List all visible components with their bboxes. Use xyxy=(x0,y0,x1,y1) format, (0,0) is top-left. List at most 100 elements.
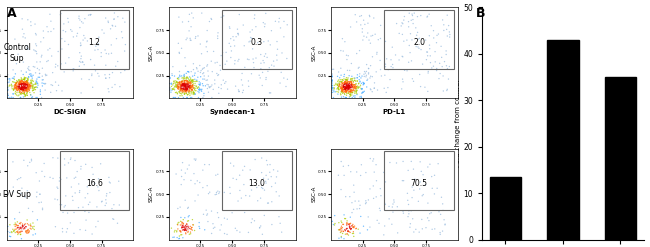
Point xyxy=(175,94,185,98)
Point xyxy=(343,85,353,89)
Point xyxy=(402,191,413,195)
Point xyxy=(178,96,188,100)
Point xyxy=(361,62,372,66)
Point xyxy=(339,90,350,94)
Point xyxy=(413,199,424,203)
Text: 1.2: 1.2 xyxy=(88,38,101,47)
Point xyxy=(239,183,249,186)
Point xyxy=(20,76,31,80)
Point xyxy=(336,86,346,90)
Point xyxy=(344,230,354,234)
Point xyxy=(265,43,276,47)
Point xyxy=(25,20,36,24)
Point xyxy=(194,63,205,67)
Point xyxy=(3,230,13,234)
Point xyxy=(442,87,452,91)
Point xyxy=(32,83,43,87)
Point xyxy=(177,88,188,92)
Point xyxy=(405,32,415,36)
Point xyxy=(18,80,29,84)
Point xyxy=(50,65,60,69)
Point xyxy=(190,182,200,186)
Point xyxy=(5,235,16,239)
Point xyxy=(8,87,19,91)
Point xyxy=(258,21,268,25)
Point xyxy=(28,233,38,237)
Point xyxy=(185,81,195,85)
Point xyxy=(335,92,346,96)
Point xyxy=(187,78,197,82)
Text: 0.3: 0.3 xyxy=(251,38,263,47)
Point xyxy=(198,66,208,70)
Point xyxy=(180,83,190,87)
Point xyxy=(42,25,52,29)
Point xyxy=(347,90,358,94)
Point xyxy=(344,91,354,95)
Point xyxy=(357,74,367,78)
Point xyxy=(261,181,271,185)
Point xyxy=(363,21,373,25)
Point xyxy=(17,86,27,90)
Point xyxy=(233,32,243,36)
Point xyxy=(417,194,428,198)
Point xyxy=(352,87,362,91)
Point xyxy=(19,88,29,92)
Point xyxy=(422,201,433,205)
Point xyxy=(350,79,361,83)
Point xyxy=(354,206,365,210)
Point xyxy=(16,82,26,86)
Point xyxy=(406,59,417,63)
Point xyxy=(237,91,248,95)
Point xyxy=(179,228,190,232)
Point xyxy=(179,90,189,94)
Point xyxy=(26,23,36,27)
Point xyxy=(339,92,350,96)
Point xyxy=(181,87,191,91)
Point xyxy=(398,80,408,84)
Point xyxy=(25,93,36,97)
Point xyxy=(179,80,190,84)
Point xyxy=(168,235,178,239)
Point xyxy=(262,55,272,59)
Point xyxy=(23,89,33,93)
Point xyxy=(12,79,22,83)
Point xyxy=(181,91,191,95)
Point xyxy=(9,223,20,227)
Point xyxy=(12,81,22,84)
Point xyxy=(109,17,119,21)
Point xyxy=(184,89,194,93)
Point xyxy=(188,92,198,96)
Point xyxy=(220,81,230,85)
Point xyxy=(25,84,35,88)
Point xyxy=(42,60,52,63)
Point xyxy=(24,84,34,88)
Point xyxy=(87,165,98,169)
Point xyxy=(340,86,350,90)
Point xyxy=(172,80,182,84)
Point xyxy=(16,81,27,85)
Point xyxy=(177,228,188,232)
Point xyxy=(26,81,36,85)
Point xyxy=(183,81,193,84)
Point xyxy=(344,81,355,84)
Point xyxy=(343,86,353,90)
Point xyxy=(351,85,361,89)
Point xyxy=(12,93,22,97)
Point xyxy=(170,84,181,88)
Point xyxy=(104,73,114,77)
Point xyxy=(424,212,435,216)
Point xyxy=(25,78,36,82)
Point xyxy=(344,222,355,226)
Point xyxy=(168,96,179,100)
Point xyxy=(244,84,254,88)
Point xyxy=(406,209,417,213)
Point xyxy=(180,86,190,90)
Point xyxy=(57,37,67,41)
Point xyxy=(181,89,191,93)
Point xyxy=(347,211,358,215)
Point xyxy=(23,77,33,81)
Point xyxy=(341,84,352,88)
Point xyxy=(356,87,367,91)
Point xyxy=(22,82,32,86)
Point xyxy=(16,85,27,89)
